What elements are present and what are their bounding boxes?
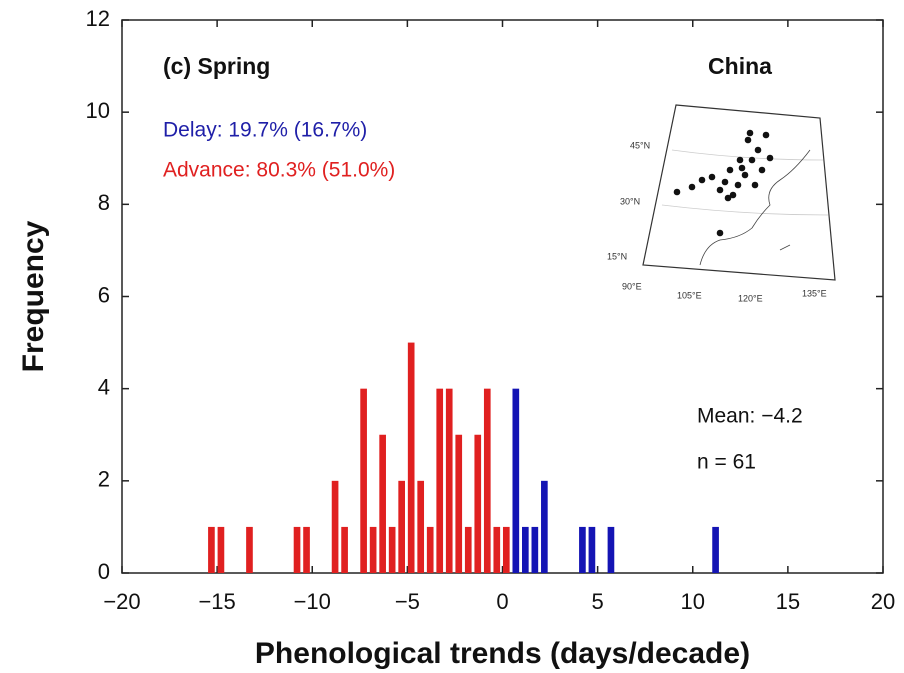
bar <box>217 526 225 573</box>
x-tick-label: −5 <box>395 589 420 614</box>
bar <box>341 526 348 573</box>
x-tick-label: 20 <box>871 589 895 614</box>
x-axis-label: Phenological trends (days/decade) <box>255 637 750 670</box>
plot-frame <box>121 19 884 574</box>
bar <box>331 480 339 573</box>
annotation: n = 61 <box>697 451 756 474</box>
bar <box>208 526 215 573</box>
bar <box>293 526 301 573</box>
region-label: China <box>708 53 772 79</box>
x-tick-label: −15 <box>198 589 235 614</box>
annotation: Delay: 19.7% (16.7%) <box>163 119 367 142</box>
bar <box>541 480 548 573</box>
lon-label: 105°E <box>677 290 702 300</box>
inset-map: 45°N 30°N 15°N 90°E 105°E 120°E 135°E <box>607 104 836 303</box>
x-tick-label: 15 <box>776 589 800 614</box>
y-tick-label: 10 <box>86 98 110 123</box>
lon-label: 90°E <box>622 281 642 291</box>
lat-label: 15°N <box>607 251 627 261</box>
bar <box>303 526 310 573</box>
bar <box>360 388 367 573</box>
bar <box>426 526 434 573</box>
lat-label: 45°N <box>630 140 650 150</box>
y-tick-label: 2 <box>98 467 110 492</box>
bar <box>246 526 253 573</box>
y-tick-label: 8 <box>98 190 110 215</box>
lon-label: 135°E <box>802 288 827 298</box>
bar <box>417 480 425 573</box>
bar <box>502 526 510 573</box>
bar <box>483 388 491 573</box>
y-axis-label: Frequency <box>17 220 50 372</box>
panel-label: (c) Spring <box>163 53 270 79</box>
bar <box>712 526 719 573</box>
y-tick-label: 6 <box>98 282 110 307</box>
x-tick-label: 0 <box>496 589 508 614</box>
x-tick-label: 5 <box>592 589 604 614</box>
bar <box>579 526 586 573</box>
bar <box>464 526 472 573</box>
map-frame <box>642 104 836 281</box>
y-tick-label: 4 <box>98 374 110 399</box>
x-tick-label: 10 <box>681 589 705 614</box>
lon-label: 120°E <box>738 293 763 303</box>
bar <box>493 526 501 573</box>
lat-label: 30°N <box>620 196 640 206</box>
bar <box>398 480 405 573</box>
annotation: Mean: −4.2 <box>697 405 803 428</box>
x-tick-label: −10 <box>294 589 331 614</box>
bar <box>531 526 539 573</box>
station-dots <box>673 129 774 237</box>
bar <box>369 526 377 573</box>
bar <box>379 434 386 573</box>
bar <box>522 526 529 573</box>
bar <box>407 342 415 573</box>
bar <box>512 388 520 573</box>
bar <box>436 388 444 573</box>
bar <box>607 526 615 573</box>
y-tick-label: 0 <box>98 559 110 584</box>
bar <box>474 434 482 573</box>
y-tick-label: 12 <box>86 6 110 31</box>
bar <box>445 388 453 573</box>
bar <box>388 526 396 573</box>
coastline <box>699 149 811 266</box>
bar <box>455 434 463 573</box>
annotation: Advance: 80.3% (51.0%) <box>163 159 395 182</box>
bar <box>588 526 596 573</box>
x-tick-label: −20 <box>103 589 140 614</box>
graticule <box>661 149 829 216</box>
